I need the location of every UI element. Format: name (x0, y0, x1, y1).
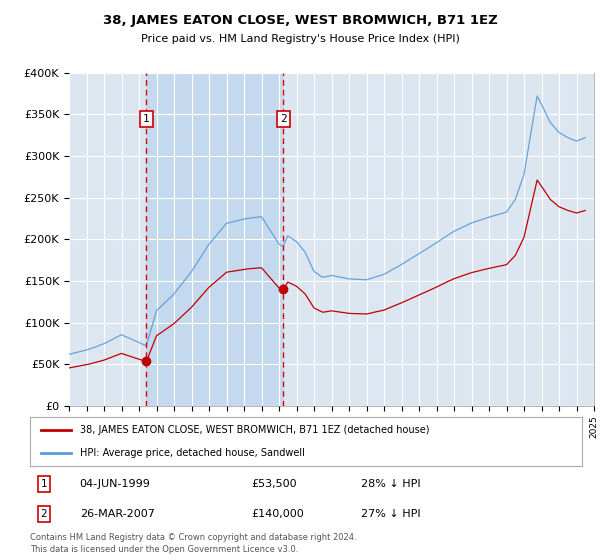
Bar (146, 73, 283, 406)
Text: 1: 1 (143, 114, 150, 124)
Text: 28% ↓ HPI: 28% ↓ HPI (361, 479, 421, 489)
Text: 38, JAMES EATON CLOSE, WEST BROMWICH, B71 1EZ: 38, JAMES EATON CLOSE, WEST BROMWICH, B7… (103, 14, 497, 27)
Text: 38, JAMES EATON CLOSE, WEST BROMWICH, B71 1EZ (detached house): 38, JAMES EATON CLOSE, WEST BROMWICH, B7… (80, 425, 429, 435)
Text: £140,000: £140,000 (251, 509, 304, 519)
Text: HPI: Average price, detached house, Sandwell: HPI: Average price, detached house, Sand… (80, 447, 305, 458)
Text: 2: 2 (280, 114, 286, 124)
Text: 26-MAR-2007: 26-MAR-2007 (80, 509, 155, 519)
Text: 27% ↓ HPI: 27% ↓ HPI (361, 509, 421, 519)
Text: 2: 2 (40, 509, 47, 519)
Text: Contains HM Land Registry data © Crown copyright and database right 2024.
This d: Contains HM Land Registry data © Crown c… (30, 533, 356, 554)
Text: 04-JUN-1999: 04-JUN-1999 (80, 479, 151, 489)
Text: Price paid vs. HM Land Registry's House Price Index (HPI): Price paid vs. HM Land Registry's House … (140, 34, 460, 44)
Text: £53,500: £53,500 (251, 479, 296, 489)
Text: 1: 1 (40, 479, 47, 489)
